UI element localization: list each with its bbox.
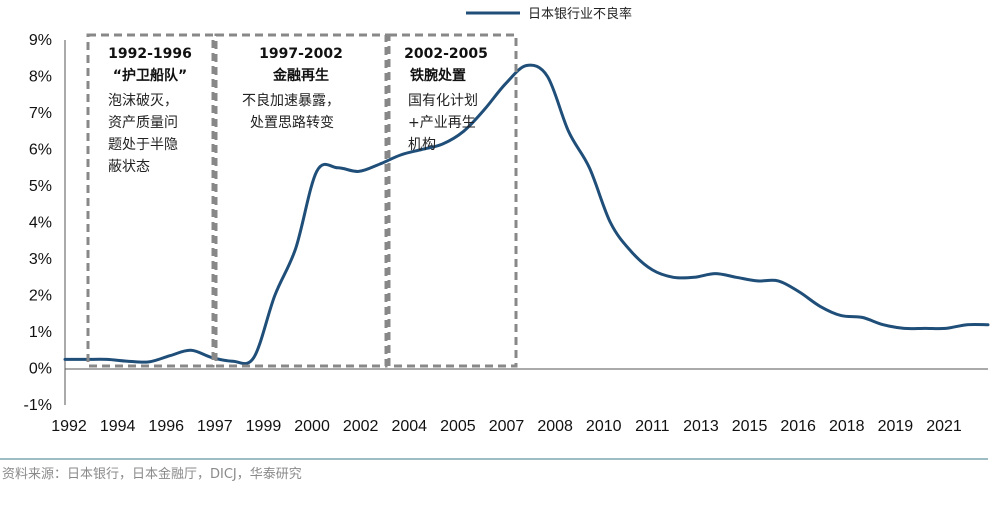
period-box-1992-1996 — [86, 33, 215, 368]
period-box-1997-2002 — [214, 33, 388, 368]
y-tick-label: 3% — [29, 251, 52, 268]
legend-label: 日本银行业不良率 — [528, 6, 632, 22]
y-tick-label: -1% — [24, 397, 52, 414]
annotation-title: 1992-1996 — [108, 46, 192, 62]
annotation-line: 资产质量问 — [108, 115, 178, 131]
x-tick-label: 2015 — [732, 418, 768, 435]
annotation-subtitle: 金融再生 — [272, 67, 329, 84]
annotation-line: +产业再生 — [408, 115, 476, 131]
x-tick-label: 2016 — [780, 418, 816, 435]
annotation-1997-2002: 1997-2002 金融再生 不良加速暴露， 处置思路转变 — [242, 46, 343, 131]
x-tick-label: 2004 — [391, 418, 427, 435]
x-tick-label: 2008 — [537, 418, 573, 435]
annotation-line: 题处于半隐 — [108, 137, 178, 153]
annotation-subtitle: 铁腕处置 — [410, 67, 466, 84]
x-tick-label: 2005 — [440, 418, 476, 435]
x-tick-label: 1992 — [51, 418, 87, 435]
x-tick-label: 2010 — [586, 418, 622, 435]
annotation-line: 不良加速暴露， — [242, 93, 340, 109]
x-tick-label: 2007 — [489, 418, 525, 435]
annotation-line: 泡沫破灭， — [108, 93, 178, 109]
annotation-title: 1997-2002 — [259, 46, 343, 62]
x-tick-label: 2018 — [829, 418, 865, 435]
y-axis-ticks: -1% 0% 1% 2% 3% 4% 5% 6% 7% 8% 9% — [24, 32, 52, 414]
annotation-line: 处置思路转变 — [250, 115, 334, 131]
x-axis-ticks: 1992 1994 1996 1997 1999 2000 2002 2004 2005 2007… — [51, 418, 962, 435]
annotation-title: 2002-2005 — [404, 46, 488, 62]
annotation-2002-2005: 2002-2005 铁腕处置 国有化计划 +产业再生 机构 — [404, 46, 488, 153]
period-box-2002-2005 — [387, 33, 518, 368]
y-tick-label: 9% — [29, 32, 52, 49]
annotation-line: 国有化计划 — [408, 93, 478, 109]
x-tick-label: 2019 — [878, 418, 914, 435]
y-tick-label: 5% — [29, 178, 52, 195]
x-tick-label: 2021 — [926, 418, 962, 435]
x-tick-label: 1996 — [148, 418, 184, 435]
x-tick-label: 2011 — [635, 418, 670, 435]
y-tick-label: 8% — [29, 69, 52, 86]
y-tick-label: 6% — [29, 142, 52, 159]
source-note: 资料来源：日本银行，日本金融厅，DICJ，华泰研究 — [2, 466, 302, 482]
x-tick-label: 1999 — [246, 418, 282, 435]
x-tick-label: 1997 — [197, 418, 233, 435]
series-line-npl-ratio — [63, 63, 990, 366]
y-tick-label: 0% — [29, 361, 52, 378]
x-tick-label: 1994 — [100, 418, 136, 435]
x-tick-label: 2002 — [343, 418, 379, 435]
y-tick-label: 4% — [29, 215, 52, 232]
x-tick-label: 2000 — [294, 418, 330, 435]
annotation-line: 蔽状态 — [108, 159, 150, 175]
y-tick-label: 7% — [29, 105, 52, 122]
annotation-line: 机构 — [408, 137, 436, 153]
x-tick-label: 2013 — [683, 418, 719, 435]
annotation-subtitle: “护卫船队” — [113, 67, 187, 84]
y-tick-label: 2% — [29, 288, 52, 305]
y-tick-label: 1% — [29, 324, 52, 341]
annotation-1992-1996: 1992-1996 “护卫船队” 泡沫破灭， 资产质量问 题处于半隐 蔽状态 — [108, 46, 192, 175]
